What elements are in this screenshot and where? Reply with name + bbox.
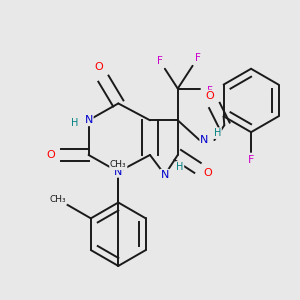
Text: N: N	[200, 135, 209, 145]
Text: F: F	[195, 53, 200, 63]
Text: O: O	[46, 150, 55, 160]
Text: H: H	[214, 128, 221, 138]
Text: CH₃: CH₃	[50, 195, 67, 204]
Text: F: F	[248, 155, 254, 165]
Text: O: O	[94, 62, 103, 72]
Text: O: O	[205, 91, 214, 100]
Text: H: H	[176, 162, 183, 172]
Text: N: N	[161, 170, 169, 180]
Text: O: O	[203, 168, 212, 178]
Text: N: N	[84, 115, 93, 125]
Text: F: F	[157, 56, 163, 66]
Text: CH₃: CH₃	[110, 160, 127, 169]
Text: F: F	[206, 85, 212, 96]
Text: N: N	[114, 167, 122, 177]
Text: H: H	[71, 118, 78, 128]
